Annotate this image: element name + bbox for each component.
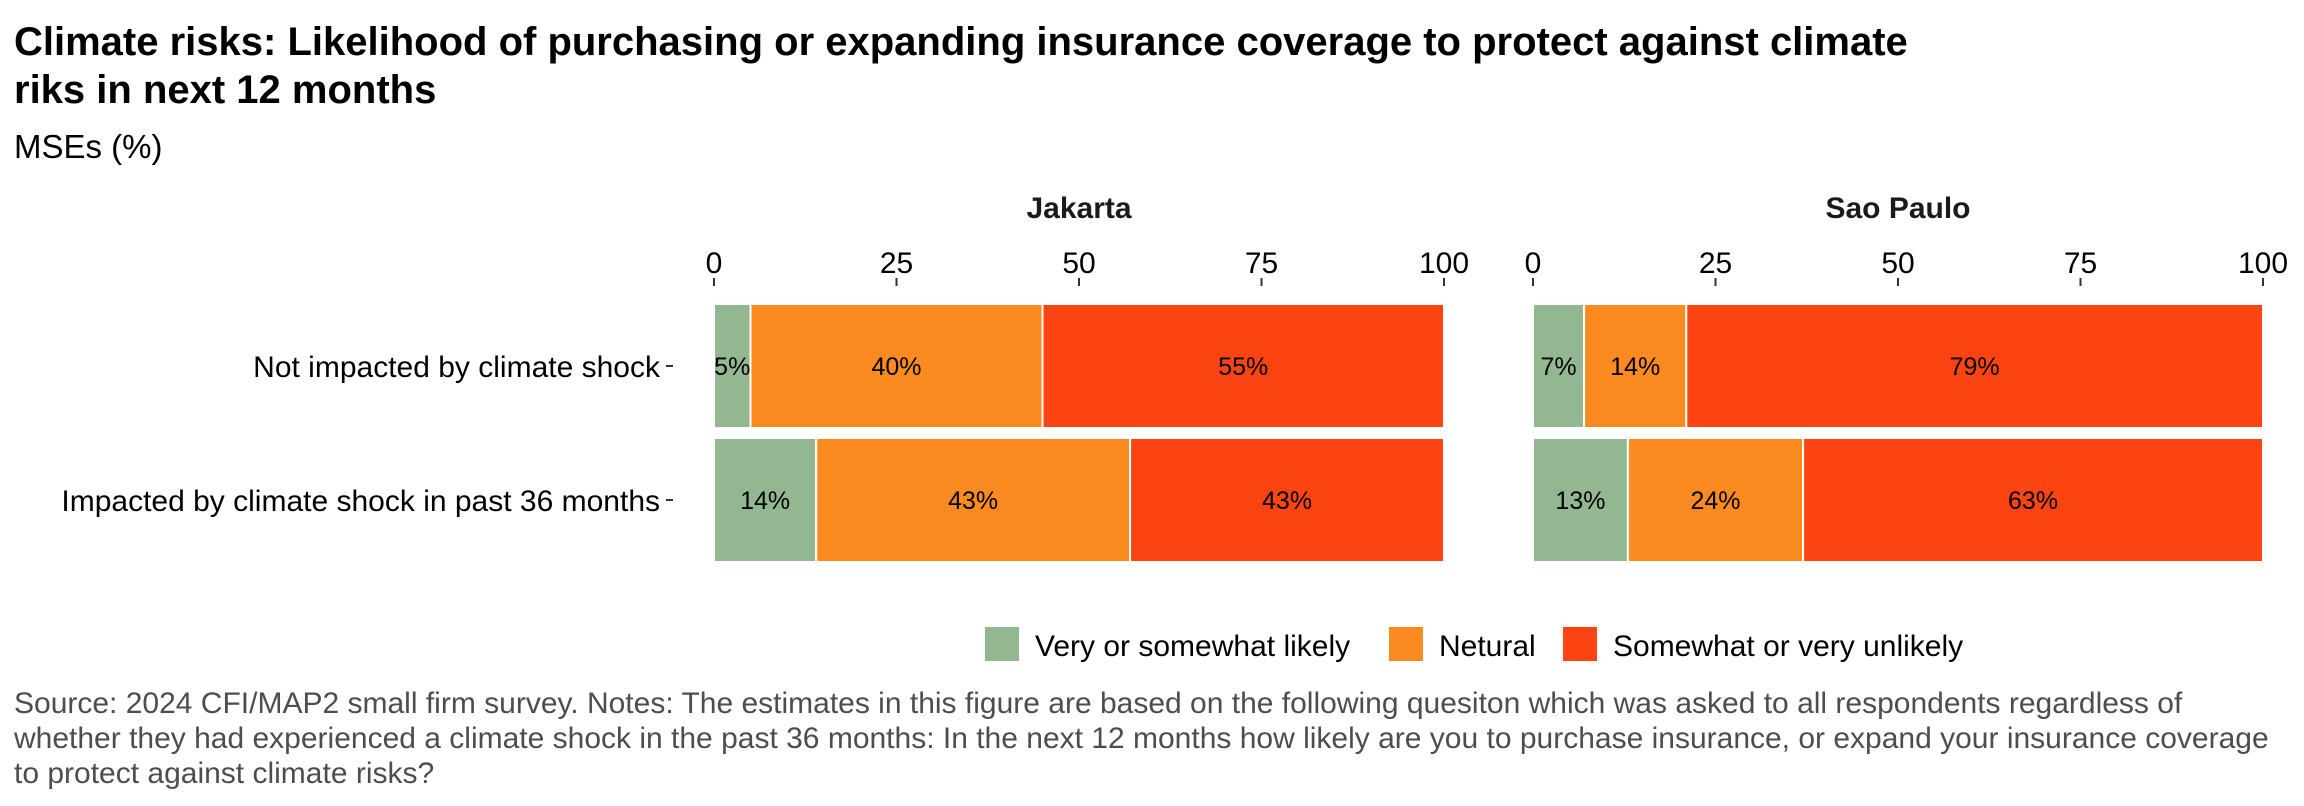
data-label: 14% xyxy=(740,487,790,515)
bar-sao-paulo-somewhat-or-very-unlikely xyxy=(1802,437,2264,563)
x-tick-label: 75 xyxy=(2064,247,2097,280)
data-label: 5% xyxy=(714,353,750,381)
legend-label-netural: Netural xyxy=(1439,630,1536,663)
bar-jakarta-somewhat-or-very-unlikely xyxy=(1041,303,1445,429)
x-tick-label: 100 xyxy=(1419,247,1469,280)
bar-sao-paulo-very-or-somewhat-likely xyxy=(1532,437,1629,563)
panel-title-sao-paulo: Sao Paulo xyxy=(1825,192,1970,225)
source-note: Source: 2024 CFI/MAP2 small firm survey.… xyxy=(14,687,2269,790)
bar-jakarta-very-or-somewhat-likely xyxy=(713,303,752,429)
legend-label-somewhat-or-very-unlikely: Somewhat or very unlikely xyxy=(1613,630,1963,663)
data-label: 7% xyxy=(1540,353,1576,381)
x-tick-label: 50 xyxy=(1062,247,1095,280)
data-label: 40% xyxy=(871,353,921,381)
data-label: 24% xyxy=(1690,487,1740,515)
legend-swatch-somewhat-or-very-unlikely xyxy=(1563,627,1597,661)
x-tick-label: 25 xyxy=(1699,247,1732,280)
bar-jakarta-netural xyxy=(749,303,1044,429)
bar-sao-paulo-netural xyxy=(1626,437,1805,563)
panel-title-jakarta: Jakarta xyxy=(1026,192,1131,225)
bar-sao-paulo-netural xyxy=(1583,303,1688,429)
category-label-impacted-by-climate-shock-in-past-36-months: Impacted by climate shock in past 36 mon… xyxy=(61,485,660,518)
stacked-bar-chart: Not impacted by climate shock Impacted by… xyxy=(61,192,2288,663)
bar-jakarta-somewhat-or-very-unlikely xyxy=(1129,437,1445,563)
x-tick-label: 100 xyxy=(2238,247,2288,280)
data-label: 43% xyxy=(1262,487,1312,515)
data-label: 43% xyxy=(948,487,998,515)
chart-subtitle: MSEs (%) xyxy=(14,128,163,165)
data-label: 13% xyxy=(1555,487,1605,515)
bar-sao-paulo-somewhat-or-very-unlikely xyxy=(1685,303,2265,429)
category-label-not-impacted-by-climate-shock: Not impacted by climate shock xyxy=(253,351,661,384)
x-tick-label: 0 xyxy=(1525,247,1542,280)
bar-jakarta-netural xyxy=(815,437,1132,563)
legend-swatch-netural xyxy=(1389,627,1423,661)
legend-swatch-very-or-somewhat-likely xyxy=(985,627,1019,661)
data-label: 79% xyxy=(1950,353,2000,381)
x-tick-label: 75 xyxy=(1245,247,1278,280)
x-tick-label: 50 xyxy=(1881,247,1914,280)
x-tick-label: 0 xyxy=(706,247,723,280)
data-label: 63% xyxy=(2008,487,2058,515)
legend-label-very-or-somewhat-likely: Very or somewhat likely xyxy=(1035,630,1350,663)
data-label: 14% xyxy=(1610,353,1660,381)
chart-title: Climate risks: Likelihood of purchasing … xyxy=(14,20,1908,112)
data-label: 55% xyxy=(1218,353,1268,381)
x-tick-label: 25 xyxy=(880,247,913,280)
